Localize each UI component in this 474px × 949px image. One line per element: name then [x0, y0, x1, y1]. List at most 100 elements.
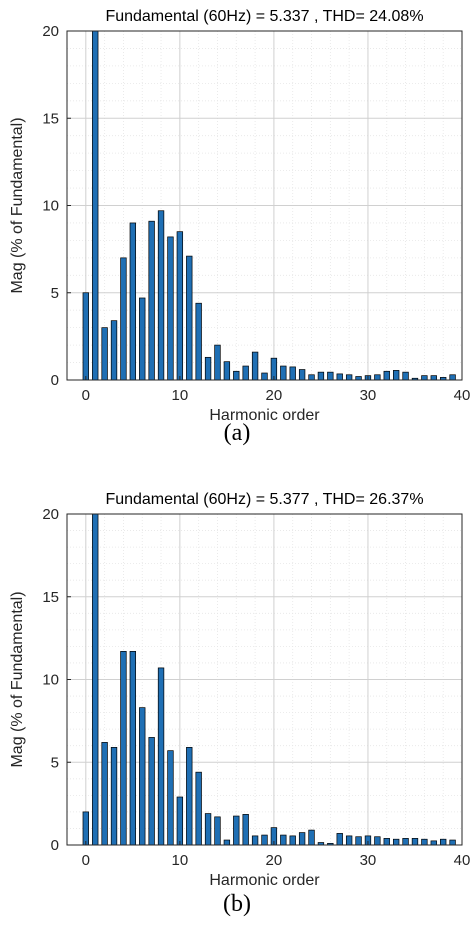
bar-h8 [157, 210, 165, 381]
bar-h37 [430, 375, 437, 381]
bar-h22 [289, 366, 296, 381]
bar-h10 [176, 796, 184, 846]
chart-b-svg: 0 10 20 30 40 0 5 10 15 20 Fundamental (60Hz) = 5.… [9, 491, 471, 889]
bar-h38 [440, 838, 447, 846]
bar-h18 [251, 835, 259, 846]
y-tick-label: 0 [51, 372, 59, 389]
x-tick-label: 30 [360, 852, 377, 869]
y-tick-label: 15 [42, 589, 59, 606]
bar-h13 [204, 813, 212, 846]
x-axis-label: Harmonic order [209, 407, 320, 424]
bar-h12 [195, 771, 202, 846]
chart-title: Fundamental (60Hz) = 5.377 , THD= 26.37% [105, 491, 423, 508]
x-tick-label: 40 [454, 852, 471, 869]
y-tick-label: 0 [51, 837, 59, 854]
bar-h5 [129, 651, 137, 846]
bar-h29 [355, 376, 362, 381]
x-tick-label: 0 [82, 387, 90, 404]
bar-h33 [392, 838, 400, 846]
bar-h23 [298, 832, 306, 846]
x-tick-label: 20 [266, 852, 283, 869]
chart-a-svg: 0 10 20 30 40 0 5 10 15 20 Fundamental (60Hz) = 5.… [9, 8, 471, 424]
y-axis-label: Mag (% of Fundamental) [9, 117, 26, 293]
y-tick-label: 10 [42, 198, 59, 215]
chart-title: Fundamental (60Hz) = 5.337 , THD= 24.08% [105, 8, 423, 25]
chart-panel-a: 0 10 20 30 40 0 5 10 15 20 Fundamental (60Hz) = 5.… [0, 0, 474, 470]
bar-h28 [345, 374, 353, 381]
bar-h17 [242, 365, 249, 381]
bar-h0 [82, 292, 89, 381]
bar-h23 [298, 369, 306, 381]
x-tick-label: 30 [360, 387, 377, 404]
bar-h36 [421, 838, 428, 846]
bar-h31 [374, 374, 381, 381]
caption-a: (a) [223, 420, 251, 446]
bar-h6 [139, 297, 146, 381]
bar-h16 [233, 815, 240, 846]
y-axis-label: Mag (% of Fundamental) [9, 591, 26, 767]
chart-panel-b: 0 10 20 30 40 0 5 10 15 20 Fundamental (60Hz) = 5.… [0, 480, 474, 949]
y-tick-label: 5 [51, 754, 59, 771]
bar-h32 [383, 370, 390, 381]
bar-h14 [214, 344, 221, 381]
bar-h24 [308, 374, 315, 381]
bar-h32 [383, 838, 390, 846]
bar-h7 [148, 220, 155, 381]
bar-h2 [101, 327, 108, 381]
bar-h5 [129, 222, 137, 381]
y-tick-label: 20 [42, 23, 59, 40]
bar-h7 [148, 737, 155, 846]
bar-h25 [317, 371, 325, 381]
bar-h35 [411, 838, 419, 846]
bar-h37 [430, 840, 437, 846]
bar-h21 [280, 365, 287, 381]
bar-h3 [110, 747, 118, 846]
x-axis-label: Harmonic order [209, 872, 320, 889]
bar-h39 [449, 839, 456, 846]
bar-h24 [308, 829, 315, 846]
bar-h9 [167, 750, 174, 846]
bar-h15 [223, 361, 231, 381]
bar-h36 [421, 375, 428, 381]
bar-h19 [261, 372, 268, 381]
bar-h21 [280, 834, 287, 846]
bar-h11 [186, 255, 193, 381]
bar-h17 [242, 814, 249, 846]
bar-h34 [402, 371, 409, 381]
bar-h1 [92, 513, 99, 846]
x-tick-label: 10 [172, 387, 189, 404]
bar-h10 [176, 231, 184, 381]
bar-h15 [223, 839, 231, 846]
x-tick-label: 40 [454, 387, 471, 404]
bar-h22 [289, 835, 296, 846]
bar-h4 [120, 257, 127, 381]
bar-h16 [233, 370, 240, 381]
bar-h29 [355, 836, 362, 846]
x-tick-label: 10 [172, 852, 189, 869]
bar-h2 [101, 742, 108, 846]
bar-h11 [186, 747, 193, 846]
bar-h34 [402, 838, 409, 846]
caption-b: (b) [223, 891, 251, 917]
bar-h4 [120, 651, 127, 846]
y-tick-label: 15 [42, 110, 59, 127]
x-tick-label: 0 [82, 852, 90, 869]
y-tick-label: 20 [42, 506, 59, 523]
bar-h13 [204, 356, 212, 381]
bar-h12 [195, 302, 202, 381]
bar-h19 [261, 834, 268, 846]
bar-h1 [92, 30, 99, 381]
y-tick-label: 5 [51, 285, 59, 302]
bar-h33 [392, 370, 400, 381]
bar-h27 [336, 833, 343, 846]
bar-h26 [327, 371, 334, 381]
bar-h18 [251, 351, 259, 381]
bar-h31 [374, 836, 381, 846]
y-tick-label: 10 [42, 672, 59, 689]
bar-h6 [139, 707, 146, 846]
bar-h27 [336, 373, 343, 381]
bar-h14 [214, 816, 221, 846]
bar-h28 [345, 835, 353, 846]
x-tick-label: 20 [266, 387, 283, 404]
bar-h9 [167, 236, 174, 381]
